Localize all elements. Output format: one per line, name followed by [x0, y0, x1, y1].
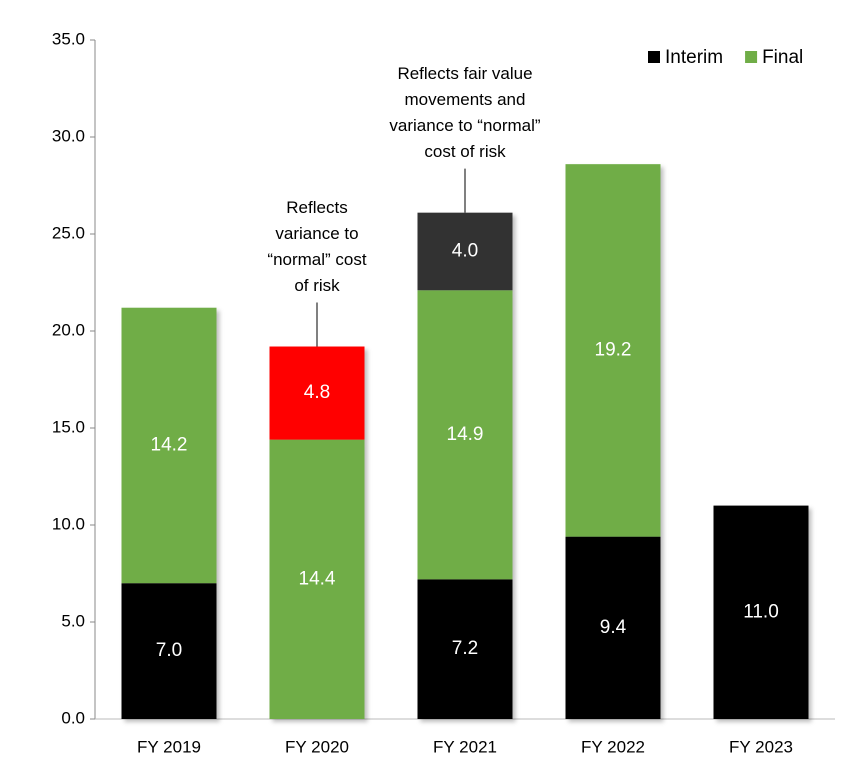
legend-swatch: [648, 51, 660, 63]
y-tick-label: 25.0: [52, 223, 85, 242]
value-label: 14.9: [447, 424, 484, 445]
y-tick-label: 5.0: [61, 611, 85, 630]
x-tick-label: FY 2020: [285, 737, 349, 756]
x-tick-label: FY 2019: [137, 737, 201, 756]
bar-segment: [121, 583, 217, 719]
value-label: 4.8: [304, 382, 330, 403]
bar-segment: [269, 439, 365, 719]
bar-stack: [417, 212, 513, 719]
value-label: 4.0: [452, 240, 478, 261]
value-label: 11.0: [743, 601, 779, 622]
annotation: “normal” cost: [267, 250, 366, 269]
bar-segment: [269, 346, 365, 440]
bar-segment: [417, 579, 513, 719]
bar-stack: [713, 505, 809, 719]
y-tick-label: 20.0: [52, 320, 85, 339]
bar-stack: [269, 346, 365, 719]
legend-label: Final: [762, 47, 803, 68]
annotation: cost of risk: [424, 142, 506, 161]
y-tick-label: 0.0: [61, 708, 85, 727]
x-tick-label: FY 2023: [729, 737, 793, 756]
x-tick-label: FY 2021: [433, 737, 497, 756]
value-label: 14.4: [299, 568, 336, 589]
y-tick-label: 30.0: [52, 126, 85, 145]
bar-segment: [417, 212, 513, 291]
y-tick-label: 10.0: [52, 514, 85, 533]
bar-stack: [121, 307, 217, 719]
bar-segment: [565, 536, 661, 719]
annotation: variance to: [275, 224, 358, 243]
annotation: movements and: [405, 90, 526, 109]
bar-segment: [121, 307, 217, 584]
value-label: 14.2: [151, 434, 188, 455]
annotation: Reflects: [286, 198, 347, 217]
bar-segment: [713, 505, 809, 719]
legend-swatch: [745, 51, 758, 63]
value-label: 7.2: [452, 638, 478, 659]
x-tick-label: FY 2022: [581, 737, 645, 756]
annotation: Reflects fair value: [397, 64, 532, 83]
value-label: 9.4: [600, 617, 627, 638]
annotation: of risk: [294, 276, 340, 295]
bar-segment: [417, 290, 513, 580]
value-label: 7.0: [156, 640, 182, 661]
annotation: variance to “normal”: [389, 116, 541, 135]
bar-stack: [565, 164, 661, 719]
y-tick-label: 35.0: [52, 29, 85, 48]
bar-segment: [565, 164, 661, 537]
legend-label: Interim: [665, 47, 723, 68]
value-label: 19.2: [595, 339, 632, 360]
y-tick-label: 15.0: [52, 417, 85, 436]
